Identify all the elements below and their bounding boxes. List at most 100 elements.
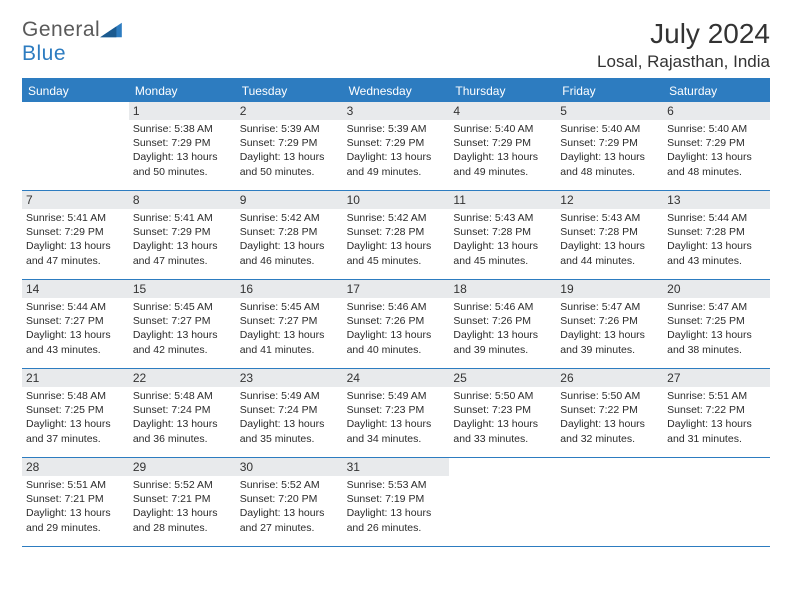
day-info-line: Sunset: 7:25 PM <box>667 314 766 328</box>
day-info: Sunrise: 5:51 AMSunset: 7:22 PMDaylight:… <box>667 389 766 446</box>
week-row: 28Sunrise: 5:51 AMSunset: 7:21 PMDayligh… <box>22 458 770 547</box>
day-info: Sunrise: 5:44 AMSunset: 7:27 PMDaylight:… <box>26 300 125 357</box>
day-cell: 9Sunrise: 5:42 AMSunset: 7:28 PMDaylight… <box>236 191 343 279</box>
day-info-line: and 39 minutes. <box>560 343 659 357</box>
day-info: Sunrise: 5:40 AMSunset: 7:29 PMDaylight:… <box>560 122 659 179</box>
day-info: Sunrise: 5:39 AMSunset: 7:29 PMDaylight:… <box>347 122 446 179</box>
day-info: Sunrise: 5:49 AMSunset: 7:24 PMDaylight:… <box>240 389 339 446</box>
day-info: Sunrise: 5:43 AMSunset: 7:28 PMDaylight:… <box>560 211 659 268</box>
day-cell: 14 Sunrise: 5:44 AMSunset: 7:27 PMDayligh… <box>22 280 129 368</box>
day-info-line: Sunrise: 5:48 AM <box>26 389 125 403</box>
day-info-line: Sunrise: 5:45 AM <box>240 300 339 314</box>
day-info: Sunrise: 5:42 AMSunset: 7:28 PMDaylight:… <box>347 211 446 268</box>
day-info-line: and 27 minutes. <box>240 521 339 535</box>
day-info-line: and 34 minutes. <box>347 432 446 446</box>
day-number: 14 <box>22 280 129 298</box>
day-info-line: Daylight: 13 hours <box>667 239 766 253</box>
day-cell: 11Sunrise: 5:43 AMSunset: 7:28 PMDayligh… <box>449 191 556 279</box>
day-number: 5 <box>556 102 663 120</box>
day-cell: 21Sunrise: 5:48 AMSunset: 7:25 PMDayligh… <box>22 369 129 457</box>
day-cell: 31Sunrise: 5:53 AMSunset: 7:19 PMDayligh… <box>343 458 450 546</box>
day-info: Sunrise: 5:48 AMSunset: 7:25 PMDaylight:… <box>26 389 125 446</box>
day-info-line: Sunrise: 5:50 AM <box>560 389 659 403</box>
day-info-line: Sunset: 7:26 PM <box>347 314 446 328</box>
day-info-line: Sunset: 7:28 PM <box>347 225 446 239</box>
day-info-line: Daylight: 13 hours <box>133 150 232 164</box>
day-info-line: Sunset: 7:23 PM <box>453 403 552 417</box>
day-cell: 20Sunrise: 5:47 AMSunset: 7:25 PMDayligh… <box>663 280 770 368</box>
day-info-line: and 45 minutes. <box>453 254 552 268</box>
day-number: 23 <box>236 369 343 387</box>
day-info-line: Daylight: 13 hours <box>347 150 446 164</box>
day-info-line: Sunrise: 5:46 AM <box>453 300 552 314</box>
day-info-line: and 43 minutes. <box>667 254 766 268</box>
day-info-line: Sunrise: 5:49 AM <box>240 389 339 403</box>
day-info-line: and 47 minutes. <box>26 254 125 268</box>
day-cell <box>449 458 556 546</box>
week-row: 1Sunrise: 5:38 AMSunset: 7:29 PMDaylight… <box>22 102 770 191</box>
day-number: 13 <box>663 191 770 209</box>
calendar-body: 1Sunrise: 5:38 AMSunset: 7:29 PMDaylight… <box>22 102 770 547</box>
logo-part2: Blue <box>22 42 66 65</box>
day-info-line: and 38 minutes. <box>667 343 766 357</box>
day-info-line: Sunset: 7:24 PM <box>133 403 232 417</box>
day-info-line: Sunrise: 5:38 AM <box>133 122 232 136</box>
day-info-line: and 36 minutes. <box>133 432 232 446</box>
day-info-line: and 43 minutes. <box>26 343 125 357</box>
weekday-label: Thursday <box>449 80 556 102</box>
day-info-line: and 33 minutes. <box>453 432 552 446</box>
weekday-header-row: SundayMondayTuesdayWednesdayThursdayFrid… <box>22 80 770 102</box>
day-info-line: Sunrise: 5:40 AM <box>667 122 766 136</box>
day-info-line: and 49 minutes. <box>453 165 552 179</box>
day-info-line: Sunrise: 5:42 AM <box>347 211 446 225</box>
day-info-line: Sunset: 7:29 PM <box>133 225 232 239</box>
weekday-label: Wednesday <box>343 80 450 102</box>
day-info: Sunrise: 5:47 AMSunset: 7:25 PMDaylight:… <box>667 300 766 357</box>
day-info-line: Daylight: 13 hours <box>453 239 552 253</box>
day-info-line: Daylight: 13 hours <box>133 506 232 520</box>
day-info-line: Sunset: 7:27 PM <box>133 314 232 328</box>
day-info-line: and 26 minutes. <box>347 521 446 535</box>
day-info: Sunrise: 5:50 AMSunset: 7:22 PMDaylight:… <box>560 389 659 446</box>
day-number: 3 <box>343 102 450 120</box>
day-info: Sunrise: 5:44 AMSunset: 7:28 PMDaylight:… <box>667 211 766 268</box>
day-cell: 28Sunrise: 5:51 AMSunset: 7:21 PMDayligh… <box>22 458 129 546</box>
day-info-line: Sunrise: 5:42 AM <box>240 211 339 225</box>
day-number: 4 <box>449 102 556 120</box>
day-cell: 24Sunrise: 5:49 AMSunset: 7:23 PMDayligh… <box>343 369 450 457</box>
day-info-line: and 46 minutes. <box>240 254 339 268</box>
day-info-line: and 31 minutes. <box>667 432 766 446</box>
day-info-line: Sunset: 7:23 PM <box>347 403 446 417</box>
logo-part1: General <box>22 18 100 41</box>
day-info-line: and 47 minutes. <box>133 254 232 268</box>
day-cell: 19Sunrise: 5:47 AMSunset: 7:26 PMDayligh… <box>556 280 663 368</box>
day-number: 6 <box>663 102 770 120</box>
day-info: Sunrise: 5:40 AMSunset: 7:29 PMDaylight:… <box>453 122 552 179</box>
day-info-line: Daylight: 13 hours <box>347 506 446 520</box>
day-info: Sunrise: 5:43 AMSunset: 7:28 PMDaylight:… <box>453 211 552 268</box>
day-cell: 26 Sunrise: 5:50 AMSunset: 7:22 PMDayligh… <box>556 369 663 457</box>
day-info-line: Daylight: 13 hours <box>560 328 659 342</box>
day-cell: 2Sunrise: 5:39 AMSunset: 7:29 PMDaylight… <box>236 102 343 190</box>
day-number: 26 <box>556 369 663 387</box>
day-cell: 12Sunrise: 5:43 AMSunset: 7:28 PMDayligh… <box>556 191 663 279</box>
day-info-line: Daylight: 13 hours <box>240 328 339 342</box>
day-info-line: Daylight: 13 hours <box>560 417 659 431</box>
day-info-line: and 28 minutes. <box>133 521 232 535</box>
day-info-line: Daylight: 13 hours <box>26 417 125 431</box>
day-cell: 16Sunrise: 5:45 AMSunset: 7:27 PMDayligh… <box>236 280 343 368</box>
day-info-line: Daylight: 13 hours <box>560 239 659 253</box>
day-info: Sunrise: 5:40 AMSunset: 7:29 PMDaylight:… <box>667 122 766 179</box>
day-info-line: Daylight: 13 hours <box>240 506 339 520</box>
day-info-line: Sunrise: 5:40 AM <box>453 122 552 136</box>
day-number: 25 <box>449 369 556 387</box>
day-info-line: Sunset: 7:24 PM <box>240 403 339 417</box>
day-info-line: and 39 minutes. <box>453 343 552 357</box>
day-info-line: Sunrise: 5:52 AM <box>133 478 232 492</box>
day-info: Sunrise: 5:38 AMSunset: 7:29 PMDaylight:… <box>133 122 232 179</box>
day-number: 9 <box>236 191 343 209</box>
day-info-line: and 40 minutes. <box>347 343 446 357</box>
day-info-line: Sunrise: 5:51 AM <box>26 478 125 492</box>
day-number: 15 <box>129 280 236 298</box>
weekday-label: Saturday <box>663 80 770 102</box>
